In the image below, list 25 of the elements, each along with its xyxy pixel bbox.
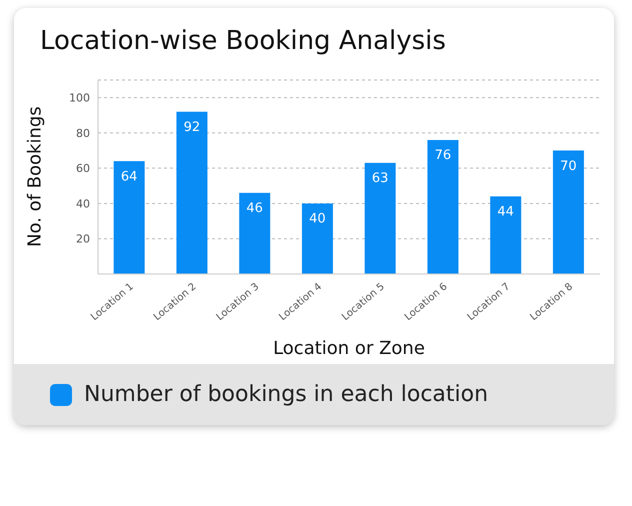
y-tick-label: 100 [69,92,90,105]
bar [364,162,396,274]
data-label: 40 [309,212,326,227]
data-label: 92 [184,120,200,135]
data-label: 70 [560,158,577,174]
bar [302,203,333,274]
y-tick-label: 40 [76,197,90,210]
bar [427,140,458,274]
x-axis-title: Location or Zone [273,338,425,359]
data-label: 46 [246,201,263,216]
data-label: 76 [434,148,452,164]
y-tick-label: 20 [76,232,90,246]
bar [490,196,522,274]
bar [239,192,270,274]
y-tick-label: 80 [76,126,90,140]
data-label: 44 [497,204,514,220]
bar [114,161,145,274]
data-label: 64 [120,169,138,184]
bar [176,112,208,274]
data-label: 63 [372,171,388,186]
legend-label: Number of bookings in each location [84,382,488,407]
y-axis-title: No. of Bookings [24,106,46,247]
bar [552,150,584,274]
y-tick-label: 60 [76,162,90,176]
chart-title: Location-wise Booking Analysis [39,25,447,58]
